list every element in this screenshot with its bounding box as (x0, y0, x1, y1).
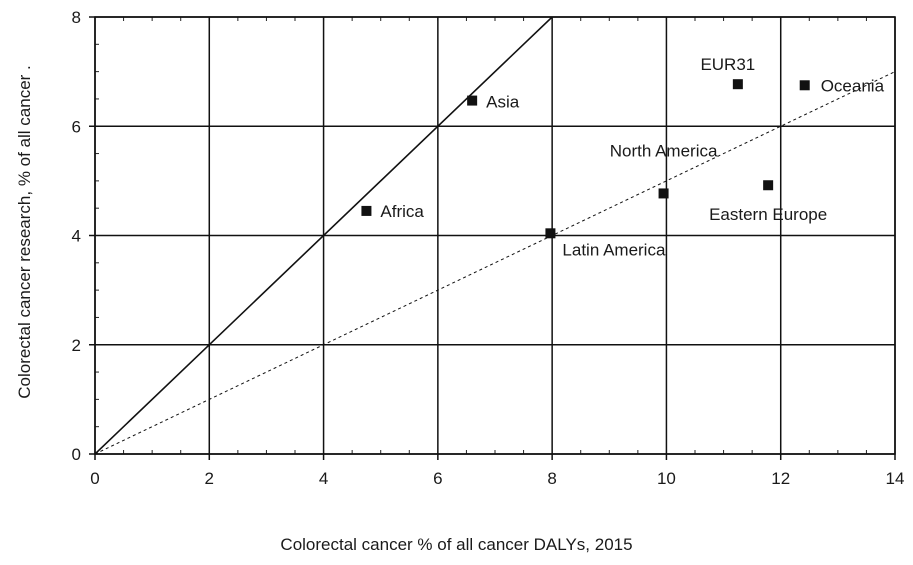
x-tick-label: 10 (657, 469, 676, 488)
point-label-north-america: North America (610, 141, 718, 160)
y-tick-label: 6 (72, 117, 81, 136)
x-tick-label: 4 (319, 469, 328, 488)
point-label-africa: Africa (380, 202, 424, 221)
x-tick-label: 8 (547, 469, 556, 488)
data-point-eastern-europe (763, 180, 773, 190)
data-point-oceania (800, 80, 810, 90)
y-tick-label: 8 (72, 8, 81, 27)
x-tick-label: 14 (886, 469, 905, 488)
y-tick-label: 0 (72, 445, 81, 464)
point-label-latin-america: Latin America (562, 240, 666, 259)
x-axis-title: Colorectal cancer % of all cancer DALYs,… (0, 535, 913, 555)
y-tick-label: 4 (72, 227, 81, 246)
x-tick-label: 12 (771, 469, 790, 488)
data-point-latin-america (545, 228, 555, 238)
dashed-reference-line (95, 72, 895, 454)
point-label-asia: Asia (486, 93, 520, 112)
x-tick-label: 2 (205, 469, 214, 488)
y-axis-title: Colorectal cancer research, % of all can… (15, 65, 35, 399)
y-tick-label: 2 (72, 336, 81, 355)
x-tick-label: 6 (433, 469, 442, 488)
data-point-north-america (659, 188, 669, 198)
point-label-oceania: Oceania (821, 76, 885, 95)
point-label-eur31: EUR31 (700, 55, 755, 74)
point-label-eastern-europe: Eastern Europe (709, 205, 827, 224)
x-tick-label: 0 (90, 469, 99, 488)
data-point-eur31 (733, 79, 743, 89)
data-point-africa (361, 206, 371, 216)
data-point-asia (467, 96, 477, 106)
